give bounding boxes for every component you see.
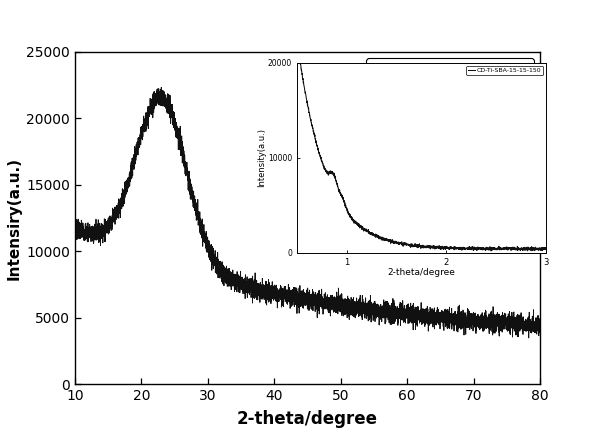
X-axis label: 2-theta/degree: 2-theta/degree [237, 410, 378, 428]
CD-Ti-SBA-15-15-150 [96, 227, 103, 232]
CD-Ti-SBA-15-15-150 [536, 327, 544, 333]
CD-Ti-SBA-15-15-150 [193, 215, 200, 220]
Y-axis label: Intensity(a.u.): Intensity(a.u.) [257, 128, 266, 187]
Y-axis label: Intensiry(a.u.): Intensiry(a.u.) [7, 157, 22, 280]
CD-Ti-SBA-15-15-150 [386, 306, 393, 311]
X-axis label: 2-theta/degree: 2-theta/degree [388, 268, 455, 277]
CD-Ti-SBA-15-15-150 [525, 335, 532, 340]
CD-Ti-SBA-15-15-150 [256, 300, 263, 305]
CD-Ti-SBA-15-15-150 [247, 282, 254, 287]
Legend: CD-Ti-SBA-15-15-150: CD-Ti-SBA-15-15-150 [367, 58, 534, 83]
Line: CD-Ti-SBA-15-15-150: CD-Ti-SBA-15-15-150 [75, 87, 540, 338]
Legend: CD-Ti-SBA-15-15-150: CD-Ti-SBA-15-15-150 [466, 66, 543, 75]
CD-Ti-SBA-15-15-150 [296, 302, 304, 307]
CD-Ti-SBA-15-15-150 [158, 85, 165, 90]
CD-Ti-SBA-15-15-150 [71, 218, 79, 223]
